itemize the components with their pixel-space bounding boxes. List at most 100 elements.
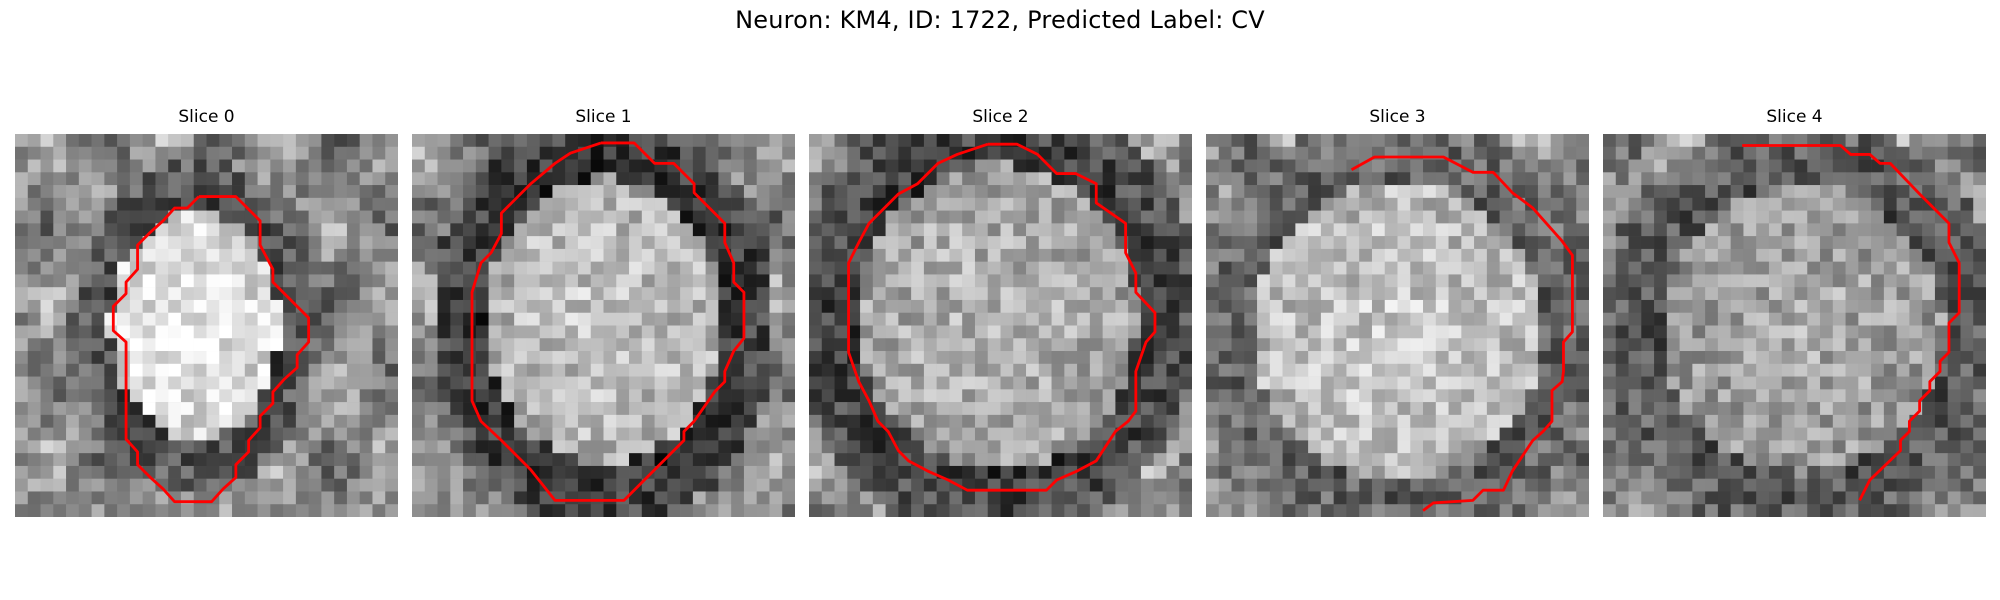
pixel	[1423, 134, 1437, 148]
pixel	[743, 478, 757, 492]
pixel	[1320, 363, 1334, 377]
pixel	[463, 210, 477, 224]
pixel	[1654, 414, 1668, 428]
pixel	[501, 312, 515, 326]
pixel	[78, 440, 92, 454]
pixel	[1692, 274, 1706, 288]
pixel	[117, 299, 131, 313]
pixel	[1666, 402, 1680, 416]
pixel	[1858, 504, 1872, 517]
pixel	[1115, 197, 1129, 211]
pixel	[1448, 274, 1462, 288]
pixel	[1603, 274, 1617, 288]
pixel	[1359, 248, 1373, 262]
pixel	[1512, 236, 1526, 250]
pixel	[577, 389, 591, 403]
pixel	[1064, 389, 1078, 403]
pixel	[142, 504, 156, 517]
pixel	[1166, 210, 1180, 224]
pixel	[1435, 376, 1449, 390]
pixel	[1615, 402, 1629, 416]
pixel	[450, 427, 464, 441]
pixel	[731, 236, 745, 250]
pixel	[1603, 478, 1617, 492]
pixel	[1615, 159, 1629, 173]
pixel	[885, 248, 899, 262]
pixel	[782, 338, 795, 352]
pixel	[654, 274, 668, 288]
pixel	[1474, 210, 1488, 224]
pixel	[1231, 287, 1245, 301]
pixel	[974, 236, 988, 250]
pixel	[53, 172, 67, 186]
pixel	[1692, 504, 1706, 517]
pixel	[206, 338, 220, 352]
pixel	[936, 287, 950, 301]
pixel	[1679, 414, 1693, 428]
pixel	[66, 223, 80, 237]
pixel	[1461, 210, 1475, 224]
pixel	[1525, 453, 1539, 467]
pixel	[283, 427, 297, 441]
pixel	[1768, 491, 1782, 505]
slice-image-svg-4	[1603, 134, 1986, 517]
pixel	[872, 453, 886, 467]
pixel	[1064, 453, 1078, 467]
pixel	[1397, 261, 1411, 275]
pixel	[1179, 134, 1192, 148]
pixel	[1179, 210, 1192, 224]
pixel	[1807, 287, 1821, 301]
pixel	[809, 223, 823, 237]
pixel	[1820, 210, 1834, 224]
pixel	[66, 427, 80, 441]
pixel	[1654, 376, 1668, 390]
pixel	[1845, 376, 1859, 390]
pixel	[834, 363, 848, 377]
pixel	[809, 210, 823, 224]
pixel	[450, 248, 464, 262]
pixel	[936, 363, 950, 377]
pixel	[1000, 299, 1014, 313]
pixel	[1781, 287, 1795, 301]
pixel	[424, 172, 438, 186]
pixel	[66, 389, 80, 403]
pixel	[1231, 389, 1245, 403]
pixel	[1000, 312, 1014, 326]
pixel	[847, 223, 861, 237]
pixel	[1654, 389, 1668, 403]
pixel	[1832, 299, 1846, 313]
pixel	[974, 402, 988, 416]
pixel	[1768, 210, 1782, 224]
pixel	[142, 299, 156, 313]
pixel	[1218, 376, 1232, 390]
pixel	[1359, 172, 1373, 186]
pixel	[1333, 478, 1347, 492]
pixel	[667, 197, 681, 211]
pixel	[193, 172, 207, 186]
pixel	[949, 274, 963, 288]
pixel	[1692, 197, 1706, 211]
pixel	[949, 389, 963, 403]
pixel	[1397, 299, 1411, 313]
pixel	[244, 491, 258, 505]
pixel	[987, 172, 1001, 186]
pixel	[1333, 223, 1347, 237]
pixel	[40, 363, 54, 377]
pixel	[1743, 478, 1757, 492]
pixel	[1423, 465, 1437, 479]
pixel	[1435, 287, 1449, 301]
pixel	[219, 299, 233, 313]
pixel	[295, 236, 309, 250]
pixel	[40, 491, 54, 505]
pixel	[1026, 312, 1040, 326]
pixel	[1628, 402, 1642, 416]
pixel	[232, 185, 246, 199]
pixel	[1525, 351, 1539, 365]
pixel	[860, 376, 874, 390]
pixel	[1679, 351, 1693, 365]
pixel	[1423, 389, 1437, 403]
pixel	[1641, 453, 1655, 467]
pixel	[1550, 185, 1564, 199]
pixel	[923, 274, 937, 288]
pixel	[155, 299, 169, 313]
